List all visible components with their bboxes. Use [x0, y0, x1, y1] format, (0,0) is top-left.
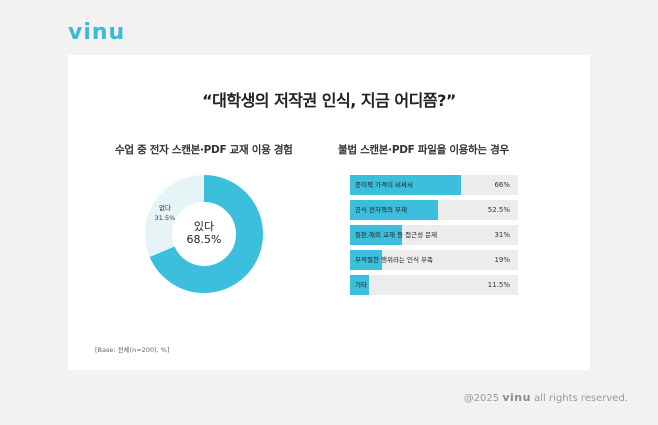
footer: @2025 vinu all rights reserved.	[464, 391, 628, 404]
bar-row: 기타 11.5%	[350, 275, 518, 295]
bar-fill	[350, 175, 461, 195]
donut-label-no: 없다 31.5%	[150, 203, 180, 223]
bar-label: 종이책 가격이 비싸서	[355, 181, 413, 189]
bar-value: 19%	[494, 256, 510, 264]
bar-chart-title: 불법 스캔본·PDF 파일을 이용하는 경우	[338, 144, 509, 156]
label-no-text: 없다	[159, 204, 171, 212]
bar-fill	[350, 275, 370, 295]
bar-row: 공식 전자책의 부재 52.5%	[350, 200, 518, 220]
infographic-card: “대학생의 저작권 인식, 지금 어디쯤?” 수업 중 전자 스캔본·PDF 교…	[68, 55, 590, 370]
bar-row: 부적절한 행위라는 인식 부족 19%	[350, 250, 518, 270]
vinu-logo: vinu	[68, 20, 126, 45]
bar-row: 종이책 가격이 비싸서 66%	[350, 175, 518, 195]
bar-row: 절판,해외 교재 등 접근성 문제 31%	[350, 225, 518, 245]
page-title: “대학생의 저작권 인식, 지금 어디쯤?”	[202, 91, 456, 110]
bar-value: 66%	[494, 181, 510, 189]
bar-fill	[350, 225, 403, 245]
footer-rights: all rights reserved.	[534, 393, 628, 404]
donut-chart	[145, 175, 263, 293]
bar-label: 부적절한 행위라는 인식 부족	[355, 256, 433, 264]
bar-fill	[350, 200, 439, 220]
footer-logo: vinu	[502, 391, 531, 404]
footer-year: @2025	[463, 393, 500, 404]
bar-chart: 종이책 가격이 비싸서 66% 공식 전자책의 부재 52.5% 절판,해외 교재 등 …	[350, 175, 518, 300]
bar-label: 공식 전자책의 부재	[355, 206, 407, 214]
bar-value: 31%	[494, 231, 510, 239]
donut-chart-title: 수업 중 전자 스캔본·PDF 교재 이용 경험	[115, 144, 293, 156]
label-yes-text: 있다	[193, 220, 215, 233]
bar-value: 11.5%	[487, 281, 510, 289]
base-note: [Base: 전체(n=200), %]	[95, 346, 170, 354]
donut-label-yes: 있다 68.5%	[145, 220, 263, 246]
label-yes-value: 68.5%	[186, 233, 222, 246]
bar-label: 절판,해외 교재 등 접근성 문제	[355, 231, 438, 239]
label-no-value: 31.5%	[154, 214, 176, 222]
bar-value: 52.5%	[487, 206, 510, 214]
bar-fill	[350, 250, 382, 270]
bar-label: 기타	[355, 281, 367, 289]
